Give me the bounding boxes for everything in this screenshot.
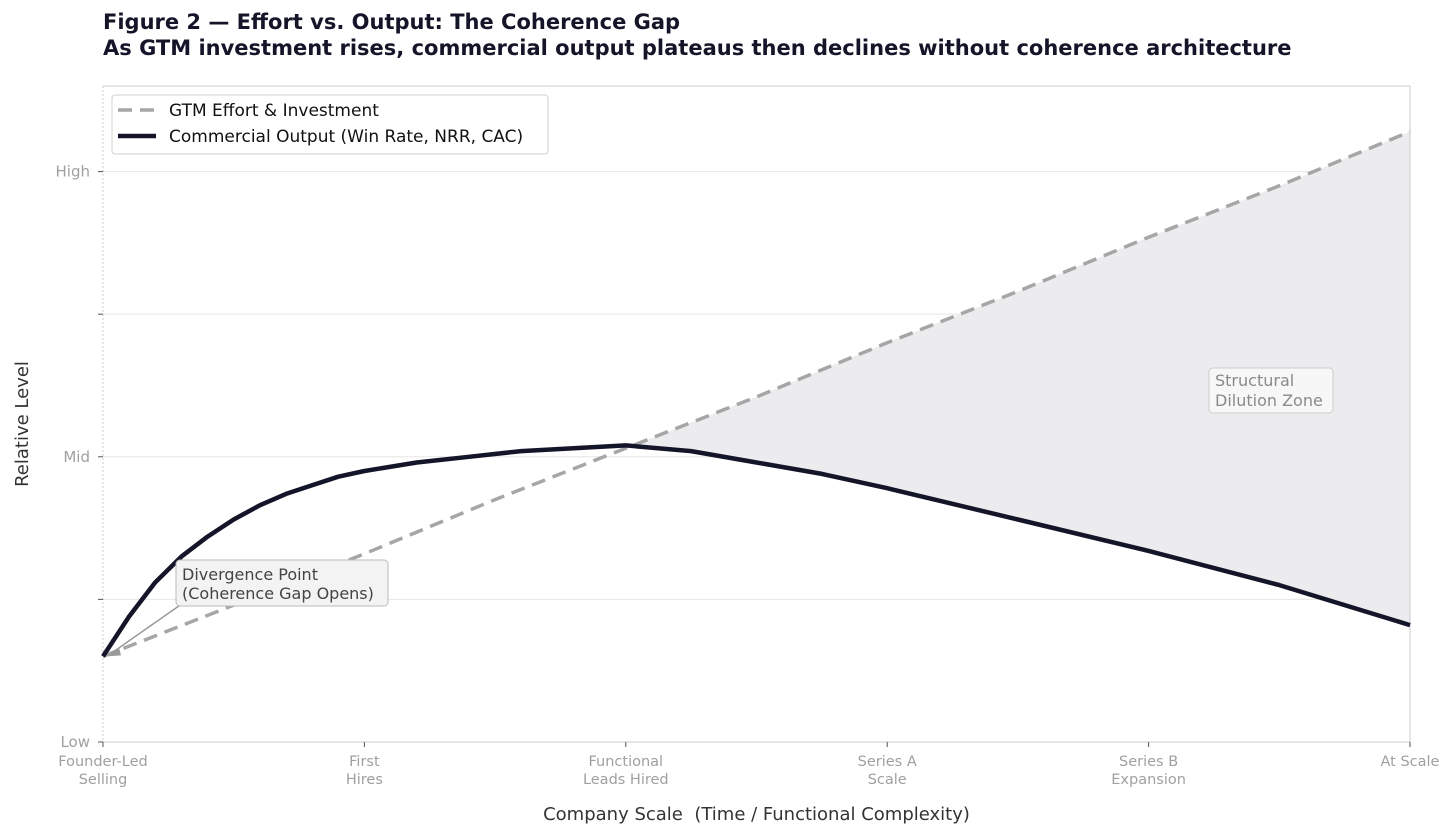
y-tick-label-mid: Mid: [63, 448, 90, 466]
series-line-effort: [102, 129, 1411, 659]
y-axis-label: Relative Level: [12, 361, 33, 487]
series-line-output: [101, 443, 1411, 658]
y-tick-label-low: Low: [60, 733, 90, 751]
x-tick-label-4: Series B Expansion: [1111, 754, 1186, 788]
divergence-annotation-text: Divergence Point (Coherence Gap Opens): [182, 565, 374, 603]
dilution-annotation-box: [1208, 367, 1334, 414]
legend-label-output: Commercial Output (Win Rate, NRR, CAC): [169, 127, 523, 147]
legend-box: [111, 94, 549, 155]
x-tick-label-1: First Hires: [346, 754, 383, 788]
x-tick-label-3: Series A Scale: [858, 754, 917, 788]
x-axis-label: Company Scale (Time / Functional Complex…: [543, 804, 970, 825]
legend-label-effort: GTM Effort & Investment: [169, 101, 379, 121]
x-tick-label-0: Founder-Led Selling: [58, 754, 147, 788]
chart-subtitle: As GTM investment rises, commercial outp…: [103, 36, 1292, 60]
y-tick-label-high: High: [56, 163, 90, 181]
legend: GTM Effort & Investment Commercial Output…: [111, 94, 549, 155]
dilution-annotation-text: Structural Dilution Zone: [1215, 371, 1323, 410]
x-tick-label-5: At Scale: [1381, 754, 1440, 770]
divergence-annotation-box: [175, 559, 389, 607]
chart-title: Figure 2 — Effort vs. Output: The Cohere…: [103, 10, 681, 34]
x-tick-label-2: Functional Leads Hired: [583, 754, 669, 788]
dilution-zone-shading: [625, 131, 1410, 626]
divergence-arrow-head: [107, 647, 121, 657]
